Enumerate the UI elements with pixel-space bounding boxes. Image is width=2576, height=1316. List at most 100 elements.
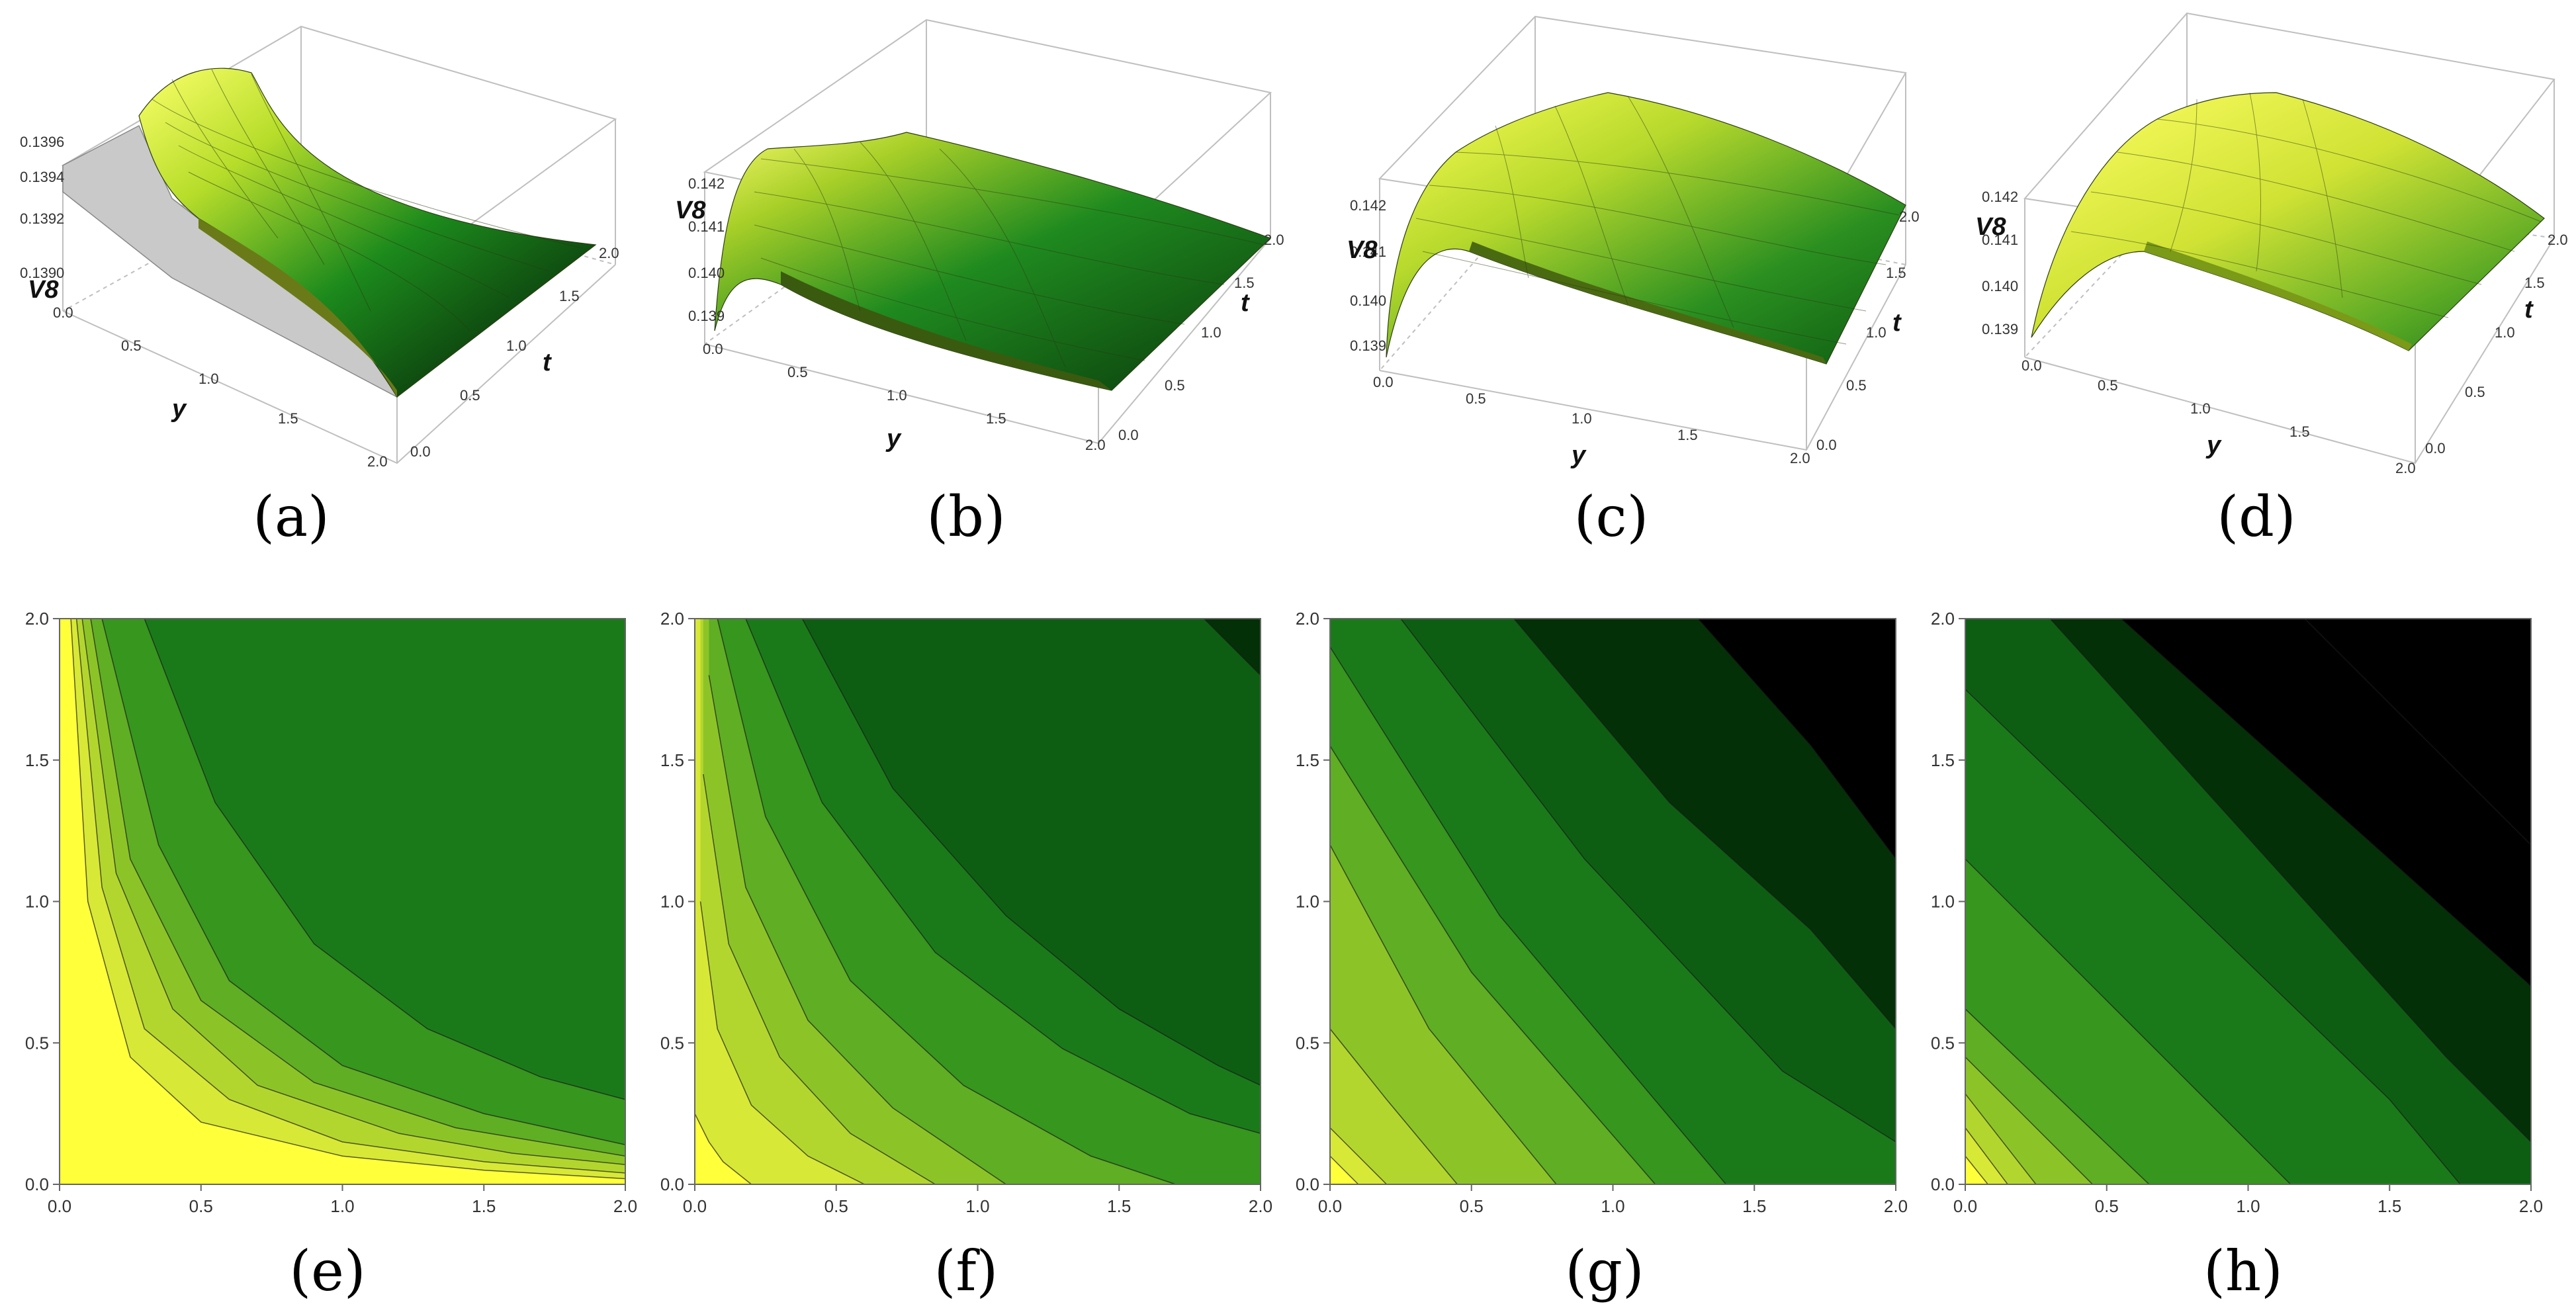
x-tick-h-2: 1.0	[2236, 1196, 2260, 1216]
y-label-c: t	[1892, 309, 1902, 337]
y-tick-g-1: 0.5	[1296, 1033, 1319, 1053]
x-label-d: y	[2205, 431, 2222, 459]
panel-label-g: (g)	[1565, 1239, 1644, 1303]
contour-line-f-1	[695, 1113, 752, 1184]
x-tick-g-2: 1.0	[1601, 1196, 1624, 1216]
contour-line-h-5	[1965, 1008, 2150, 1184]
x-tick-e-2: 1.0	[330, 1196, 354, 1216]
x-tick-f-2: 1.0	[965, 1196, 989, 1216]
y-tick-a-1: 0.5	[460, 387, 480, 404]
surface-a	[138, 67, 597, 398]
panel-label-c: (c)	[1574, 484, 1649, 549]
z-tick-d-1: 0.140	[1982, 278, 2018, 294]
x-tick-e-4: 2.0	[613, 1196, 637, 1216]
y-tick-c-1: 0.5	[1846, 377, 1867, 394]
contour-line-e-3	[81, 619, 625, 1165]
y-tick-f-3: 1.5	[660, 750, 684, 770]
x-tick-e-1: 0.5	[189, 1196, 213, 1216]
panel-label-a: (a)	[253, 484, 330, 549]
y-tick-g-4: 2.0	[1296, 609, 1319, 629]
x-tick-h-3: 1.5	[2377, 1196, 2401, 1216]
y-tick-e-0: 0.0	[25, 1174, 49, 1194]
y-tick-d-1: 0.5	[2465, 384, 2485, 400]
y-tick-c-3: 1.5	[1886, 265, 1906, 281]
x-tick-c-3: 1.5	[1677, 427, 1698, 443]
y-tick-e-3: 1.5	[25, 750, 49, 770]
x-tick-b-3: 1.5	[986, 410, 1006, 427]
x-ticks-b: 0.0 0.5 1.0 1.5 2.0	[703, 341, 1106, 453]
z-label-d: V8	[1975, 213, 2006, 241]
y-tick-e-4: 2.0	[25, 609, 49, 629]
z-tick-d-3: 0.142	[1982, 189, 2018, 205]
contour-line-h-7	[1965, 689, 2461, 1184]
y-tick-e-1: 0.5	[25, 1033, 49, 1053]
x-tick-c-2: 1.0	[1572, 410, 1592, 427]
y-label-b: t	[1241, 289, 1250, 317]
z-tick-c-3: 0.142	[1350, 197, 1386, 214]
z-ticks-c: 0.142 0.141 0.140 0.139	[1350, 197, 1386, 354]
contour-panel-e: 0.00.0 0.5 0.5 1.0 1.0 1.5 1.5 2.0 2.0	[25, 609, 637, 1216]
contour-line-g-8	[1513, 619, 1896, 1030]
x-tick-h-1: 0.5	[2095, 1196, 2119, 1216]
contour-line-e-2	[75, 619, 625, 1174]
z-ticks-b: 0.142 0.141 0.140 0.139	[688, 175, 725, 324]
y-tick-f-0: 0.0	[660, 1174, 684, 1194]
contour-line-e-1	[70, 619, 625, 1180]
z-tick-c-1: 0.140	[1350, 292, 1386, 309]
y-tick-g-0: 0.0	[1296, 1174, 1319, 1194]
contour-panel-h: 0.00.0 0.5 0.5 1.0 1.0 1.5 1.5 2.0 2.0	[1931, 609, 2543, 1216]
surface-mesh-c	[1415, 95, 1900, 345]
x-tick-e-0: 0.0	[48, 1196, 71, 1216]
contour-line-g-1	[1330, 1155, 1359, 1184]
y-tick-f-2: 1.0	[660, 892, 684, 912]
surface-panel-c: 0.142 0.141 0.140 0.139 V8 0.0 0.5 1.0 1…	[1347, 15, 1920, 549]
y-ticks-d: 0.0 0.5 1.0 1.5 2.0	[2425, 232, 2568, 457]
surface-mesh-b	[754, 142, 1265, 368]
contour-region-e-6	[144, 619, 625, 1100]
z-tick-c-0: 0.139	[1350, 337, 1386, 354]
y-tick-f-4: 2.0	[660, 609, 684, 629]
z-tick-a-0: 0.1390	[20, 265, 64, 281]
x-tick-g-1: 0.5	[1460, 1196, 1484, 1216]
x-tick-d-4: 2.0	[2395, 460, 2416, 476]
contour-line-g-9	[1697, 619, 1896, 859]
x-tick-c-4: 2.0	[1790, 450, 1810, 466]
x-tick-h-4: 2.0	[2519, 1196, 2543, 1216]
x-tick-d-3: 1.5	[2289, 423, 2310, 440]
x-tick-g-4: 2.0	[1884, 1196, 1908, 1216]
panel-label-b: (b)	[926, 484, 1005, 549]
x-tick-d-0: 0.0	[2021, 357, 2042, 374]
y-label-a: t	[543, 349, 552, 376]
surface-front-a	[199, 218, 397, 397]
contour-line-f-8	[1203, 619, 1261, 676]
x-tick-a-3: 1.5	[278, 410, 298, 427]
z-label-a: V8	[28, 276, 59, 304]
surface-d	[2031, 92, 2545, 351]
y-tick-g-2: 1.0	[1296, 892, 1319, 912]
z-ticks-a: 0.1396 0.1394 0.1392 0.1390	[20, 134, 64, 281]
x-tick-b-0: 0.0	[703, 341, 723, 357]
x-tick-a-0: 0.0	[53, 304, 73, 321]
z-tick-d-0: 0.139	[1982, 321, 2018, 337]
surface-mesh-a	[152, 69, 583, 331]
z-tick-b-3: 0.142	[688, 175, 725, 192]
x-tick-f-3: 1.5	[1107, 1196, 1131, 1216]
contour-region-f-7	[802, 619, 1261, 1086]
x-tick-d-1: 0.5	[2098, 377, 2118, 394]
x-tick-a-4: 2.0	[367, 453, 388, 470]
contour-line-e-5	[101, 619, 625, 1145]
x-label-a: y	[171, 395, 187, 423]
contour-line-f-7	[801, 619, 1261, 1086]
y-tick-h-0: 0.0	[1931, 1174, 1955, 1194]
z-tick-a-2: 0.1394	[20, 169, 64, 185]
z-tick-d-2: 0.141	[1982, 232, 2018, 248]
y-tick-b-2: 1.0	[1201, 324, 1221, 341]
surface-front-d	[2144, 241, 2412, 351]
contour-panels: 0.00.00.50.51.01.01.51.52.02.00.00.00.50…	[25, 609, 2543, 1216]
y-tick-e-2: 1.0	[25, 892, 49, 912]
x-tick-b-4: 2.0	[1085, 437, 1106, 453]
surface-panel-b: 0.142 0.141 0.140 0.139 V8 0.0 0.5 1.0 1…	[675, 19, 1284, 549]
surface-mesh-d	[2070, 92, 2542, 318]
contour-line-h-9	[2120, 619, 2531, 987]
y-tick-d-2: 1.0	[2495, 324, 2515, 341]
